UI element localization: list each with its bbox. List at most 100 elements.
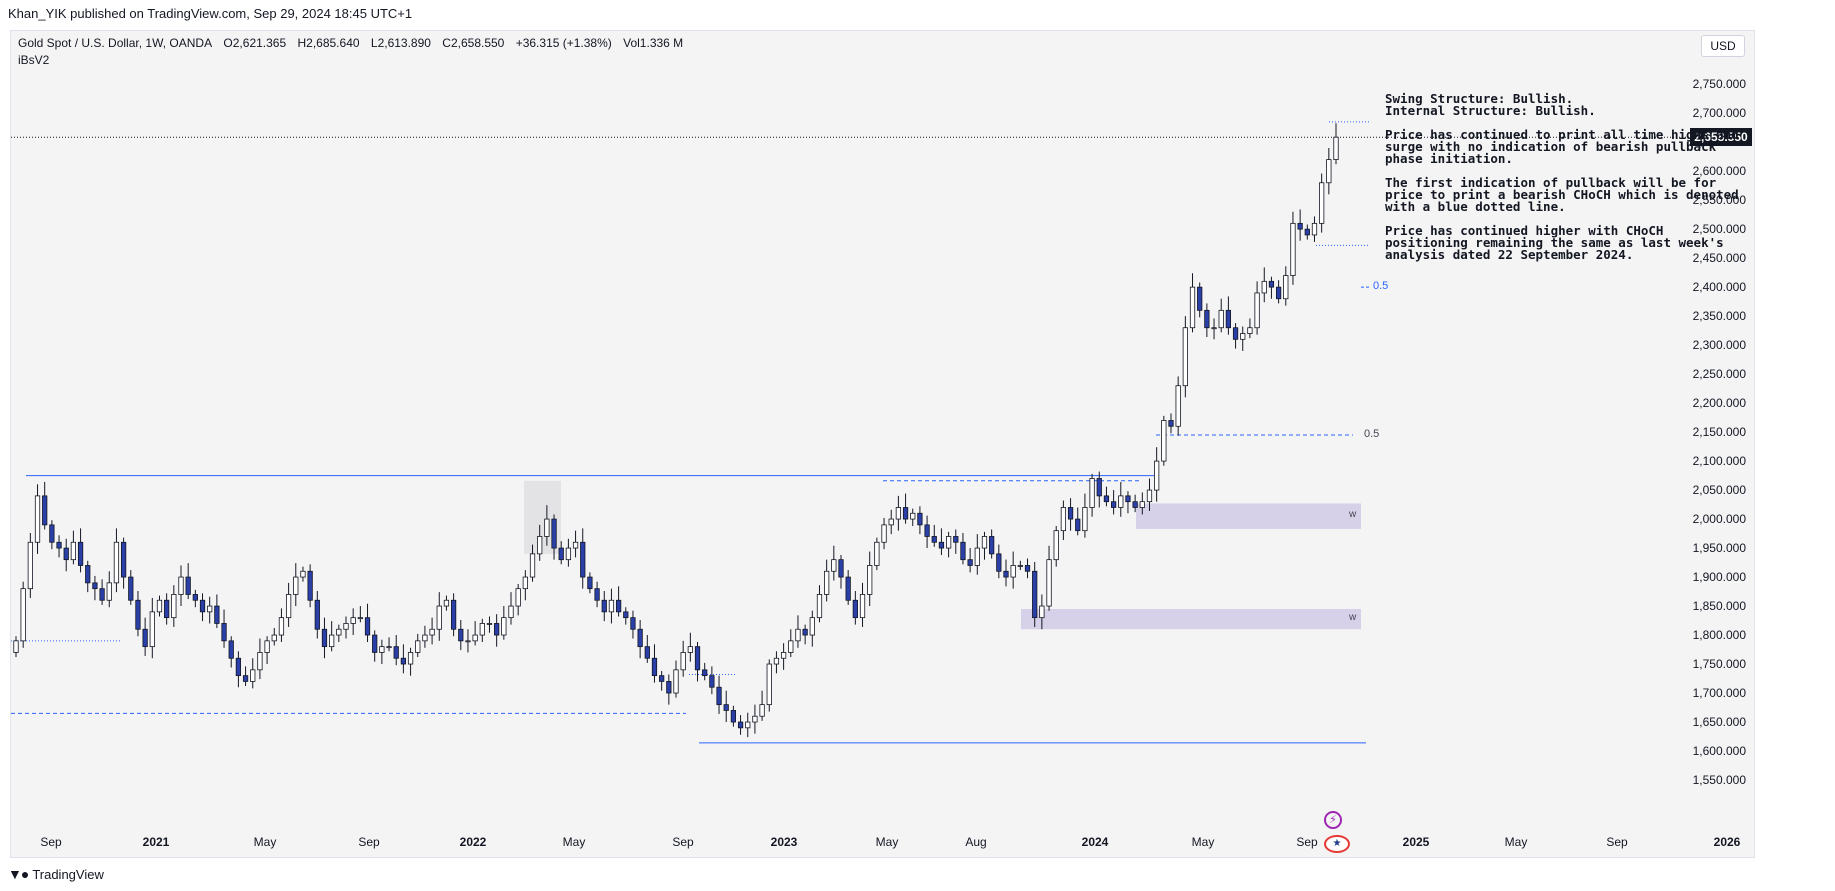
bull-candle xyxy=(1182,327,1188,387)
bull-candle xyxy=(257,652,263,671)
bear-candle xyxy=(1032,570,1038,619)
bear-candle xyxy=(702,669,708,677)
bull-candle xyxy=(537,536,543,555)
bull-candle xyxy=(422,634,428,642)
bear-candle xyxy=(924,524,930,537)
bear-candle xyxy=(99,588,105,601)
bull-candle xyxy=(1010,565,1016,578)
price-axis-tick: 1,650.000 xyxy=(1692,715,1746,730)
bear-candle xyxy=(960,541,966,561)
bear-candle xyxy=(1075,518,1081,532)
bull-candle xyxy=(1189,286,1196,329)
bull-candle xyxy=(1082,507,1088,532)
bear-candle xyxy=(235,657,242,677)
legend-volume: Vol1.336 M xyxy=(623,36,684,50)
legend-change: +36.315 (+1.38%) xyxy=(515,36,612,50)
bear-candle xyxy=(142,628,148,648)
bear-candle xyxy=(77,541,84,566)
bull-candle xyxy=(881,524,887,543)
price-axis-tick: 1,550.000 xyxy=(1692,773,1746,787)
bear-candle xyxy=(63,547,69,561)
currency-button[interactable]: USD xyxy=(1701,35,1745,57)
bull-candle xyxy=(1139,501,1145,508)
price-axis-tick: 2,350.000 xyxy=(1692,309,1746,324)
bear-candle xyxy=(221,623,227,642)
footer-brand[interactable]: ▼● TradingView xyxy=(8,866,104,882)
bull-candle xyxy=(910,512,916,520)
bull-candle xyxy=(859,594,866,619)
bull-candle xyxy=(443,599,450,607)
bull-candle xyxy=(888,518,894,526)
bull-candle xyxy=(357,617,363,620)
bear-candle xyxy=(92,582,98,590)
demand-zone-upper xyxy=(1136,503,1361,529)
price-chart[interactable] xyxy=(11,31,1755,858)
bear-candle xyxy=(185,576,191,595)
us-flag-icon[interactable]: ★ xyxy=(1324,835,1350,853)
bull-candle xyxy=(1319,182,1325,224)
price-axis-tick: 2,000.000 xyxy=(1692,512,1746,527)
bull-candle xyxy=(271,634,277,642)
bull-candle xyxy=(544,518,550,537)
bear-candle xyxy=(1168,420,1174,427)
bear-candle xyxy=(551,518,557,549)
price-axis-tick: 1,750.000 xyxy=(1692,657,1746,672)
bear-candle xyxy=(953,536,959,543)
footer-brand-text: TradingView xyxy=(32,866,104,882)
zone-lower-label: w xyxy=(1349,612,1357,624)
bull-candle xyxy=(350,617,356,624)
bear-candle xyxy=(1096,478,1102,497)
time-axis-tick: May xyxy=(562,835,586,849)
bear-candle xyxy=(49,524,55,543)
bear-candle xyxy=(135,599,141,630)
time-axis-tick: Sep xyxy=(672,835,694,849)
bull-candle xyxy=(1017,565,1023,567)
symbol-name: Gold Spot / U.S. Dollar, 1W, OANDA xyxy=(18,36,213,50)
bull-candle xyxy=(945,536,952,549)
bull-candle xyxy=(207,605,213,613)
bear-candle xyxy=(1110,501,1117,508)
bear-candle xyxy=(1024,565,1031,572)
bull-candle xyxy=(429,628,435,636)
bear-candle xyxy=(42,495,48,526)
zone-upper-label: w xyxy=(1349,509,1357,521)
price-axis-tick: 2,700.000 xyxy=(1692,106,1746,121)
price-axis-tick: 1,800.000 xyxy=(1692,628,1746,643)
bear-candle xyxy=(494,623,500,636)
bear-candle xyxy=(364,617,371,636)
bull-candle xyxy=(608,599,615,613)
bull-candle xyxy=(824,570,830,595)
legend-close: C2,658.550 xyxy=(442,36,505,50)
bear-candle xyxy=(938,541,945,549)
bull-candle xyxy=(329,634,335,648)
bear-candle xyxy=(967,559,973,566)
publisher-line: Khan_YIK published on TradingView.com, S… xyxy=(8,6,413,21)
time-axis-tick: 2023 xyxy=(770,835,798,849)
bull-candle xyxy=(379,646,385,653)
bull-candle xyxy=(788,640,794,653)
bull-candle xyxy=(20,588,26,642)
bear-candle xyxy=(321,628,328,648)
bear-candle xyxy=(450,599,457,630)
bull-candle xyxy=(472,634,478,642)
price-axis-tick: 2,300.000 xyxy=(1692,338,1746,353)
bull-candle xyxy=(407,652,414,665)
bear-candle xyxy=(1067,507,1074,520)
time-axis-tick: Aug xyxy=(965,835,987,849)
chart-pane[interactable]: Gold Spot / U.S. Dollar, 1W, OANDA O2,62… xyxy=(10,30,1755,858)
bull-candle xyxy=(13,640,19,653)
lightning-icon[interactable]: ⚡ xyxy=(1324,811,1342,829)
bull-candle xyxy=(974,547,980,566)
bull-candle xyxy=(415,640,421,653)
time-axis-tick: 2024 xyxy=(1081,835,1109,849)
price-axis-tick: 2,600.000 xyxy=(1692,164,1746,179)
bull-candle xyxy=(178,576,184,595)
bear-candle xyxy=(615,599,622,613)
bear-candle xyxy=(1125,495,1131,503)
bear-candle xyxy=(580,541,586,578)
indicator-name[interactable]: iBsV2 xyxy=(18,53,50,67)
bull-candle xyxy=(1240,333,1246,340)
bull-candle xyxy=(1261,280,1267,294)
bull-candle xyxy=(1039,605,1045,619)
time-axis-tick: 2026 xyxy=(1713,835,1741,849)
